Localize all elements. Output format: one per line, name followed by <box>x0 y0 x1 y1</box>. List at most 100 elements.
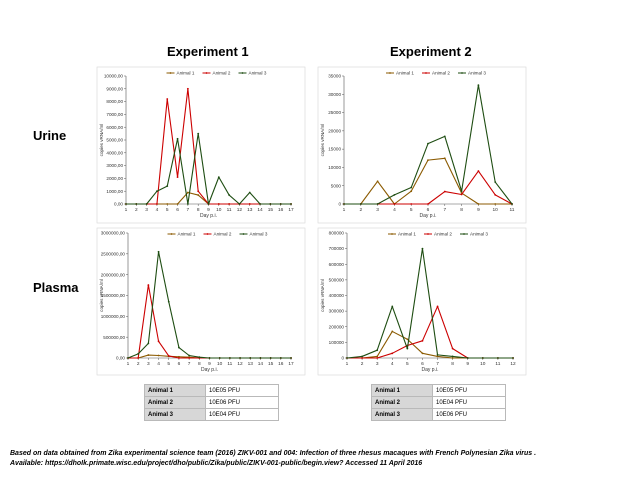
x-axis-label: Day p.i. <box>422 367 439 373</box>
y-axis-label: copies vRNA/ml <box>99 124 104 157</box>
data-point <box>460 193 463 196</box>
legend-marker <box>169 72 172 74</box>
data-point <box>421 247 424 250</box>
legend-marker <box>170 233 173 235</box>
y-axis-label: copies vRNA/ml <box>320 124 325 157</box>
animal-cell: Animal 2 <box>144 396 206 409</box>
legend-label: Animal 2 <box>214 232 232 237</box>
data-point <box>494 193 497 196</box>
legend-marker <box>205 72 208 74</box>
data-point <box>443 157 446 160</box>
x-tick-label: 16 <box>278 361 284 367</box>
data-point <box>421 339 424 342</box>
urine-row-label: Urine <box>33 128 67 143</box>
x-tick-label: 2 <box>137 361 140 367</box>
y-tick-label: 6000,00 <box>106 125 123 130</box>
data-point <box>166 98 169 100</box>
x-tick-label: 9 <box>477 207 480 213</box>
data-point <box>207 203 210 205</box>
data-point <box>393 193 396 196</box>
x-tick-label: 3 <box>376 361 379 367</box>
y-tick-label: 1500000,00 <box>101 293 126 298</box>
data-point <box>228 194 231 196</box>
x-tick-label: 5 <box>406 361 409 367</box>
data-point <box>466 357 469 359</box>
data-point <box>167 300 170 303</box>
animal-cell: Animal 1 <box>371 384 433 397</box>
dose-cell: 10E06 PFU <box>205 396 279 409</box>
x-tick-label: 11 <box>227 361 232 367</box>
legend-label: Animal 3 <box>250 232 268 237</box>
x-tick-label: 3 <box>147 361 150 367</box>
data-point <box>135 203 138 205</box>
y-tick-label: 2000,00 <box>106 176 123 181</box>
data-point <box>343 203 345 205</box>
data-point <box>176 137 179 140</box>
x-tick-label: 10 <box>480 361 486 367</box>
data-point <box>186 203 189 205</box>
x-tick-label: 7 <box>188 361 191 367</box>
x-tick-label: 6 <box>427 207 430 213</box>
y-tick-label: 35000 <box>328 74 341 79</box>
data-point <box>198 356 201 359</box>
y-tick-label: 30000 <box>328 92 341 97</box>
experiment-2-title: Experiment 2 <box>390 44 472 59</box>
data-point <box>376 357 379 359</box>
x-tick-label: 8 <box>198 361 201 367</box>
data-point <box>167 355 170 357</box>
data-point <box>443 135 446 138</box>
legend-label: Animal 2 <box>434 232 452 237</box>
y-tick-label: 3000,00 <box>106 163 123 168</box>
data-point <box>512 357 514 359</box>
data-point <box>259 203 261 205</box>
x-tick-label: 2 <box>359 207 362 213</box>
data-point <box>290 357 292 359</box>
x-tick-label: 10 <box>216 207 222 213</box>
data-point <box>361 355 363 358</box>
data-point <box>147 284 150 286</box>
data-point <box>427 203 429 205</box>
animal-cell: Animal 2 <box>371 396 433 409</box>
x-tick-label: 10 <box>493 207 499 213</box>
legend-label: Animal 1 <box>178 232 196 237</box>
x-tick-label: 15 <box>268 207 274 213</box>
x-tick-label: 6 <box>421 361 424 367</box>
data-point <box>228 357 231 359</box>
data-point <box>186 87 189 90</box>
dose-cell: 10E04 PFU <box>205 408 279 421</box>
footnote-line-1: Based on data obtained from Zika experim… <box>10 450 537 457</box>
x-tick-label: 16 <box>278 207 284 213</box>
legend-label: Animal 3 <box>249 71 267 76</box>
data-point <box>176 203 179 205</box>
y-tick-label: 600000 <box>329 262 345 267</box>
footnote-line-2: Available: https://dhoIk.primate.wisc.ed… <box>10 460 423 467</box>
legend-label: Animal 1 <box>177 71 195 76</box>
y-tick-label: 200000 <box>329 324 345 329</box>
data-point <box>359 203 362 205</box>
data-point <box>346 357 348 359</box>
data-point <box>436 305 439 308</box>
x-tick-label: 6 <box>176 207 179 213</box>
x-tick-label: 3 <box>376 207 379 213</box>
legend-label: Animal 3 <box>470 232 488 237</box>
x-tick-label: 12 <box>237 207 243 213</box>
y-tick-label: 7000,00 <box>106 112 123 117</box>
data-point <box>197 132 200 135</box>
legend-label: Animal 2 <box>432 71 450 76</box>
y-tick-label: 5000 <box>331 183 342 188</box>
data-point <box>166 185 169 187</box>
x-tick-label: 8 <box>197 207 200 213</box>
y-tick-label: 800000 <box>329 231 345 236</box>
data-point <box>443 190 446 193</box>
data-point <box>145 203 148 205</box>
x-tick-label: 2 <box>135 207 138 213</box>
x-tick-label: 1 <box>127 361 130 367</box>
y-tick-label: 0,00 <box>114 202 123 207</box>
legend-marker <box>206 233 209 235</box>
y-tick-label: 20000 <box>328 128 341 133</box>
data-point <box>290 203 292 205</box>
y-tick-label: 1000000,00 <box>101 314 126 319</box>
y-tick-label: 10000 <box>328 165 341 170</box>
x-tick-label: 4 <box>156 207 159 213</box>
